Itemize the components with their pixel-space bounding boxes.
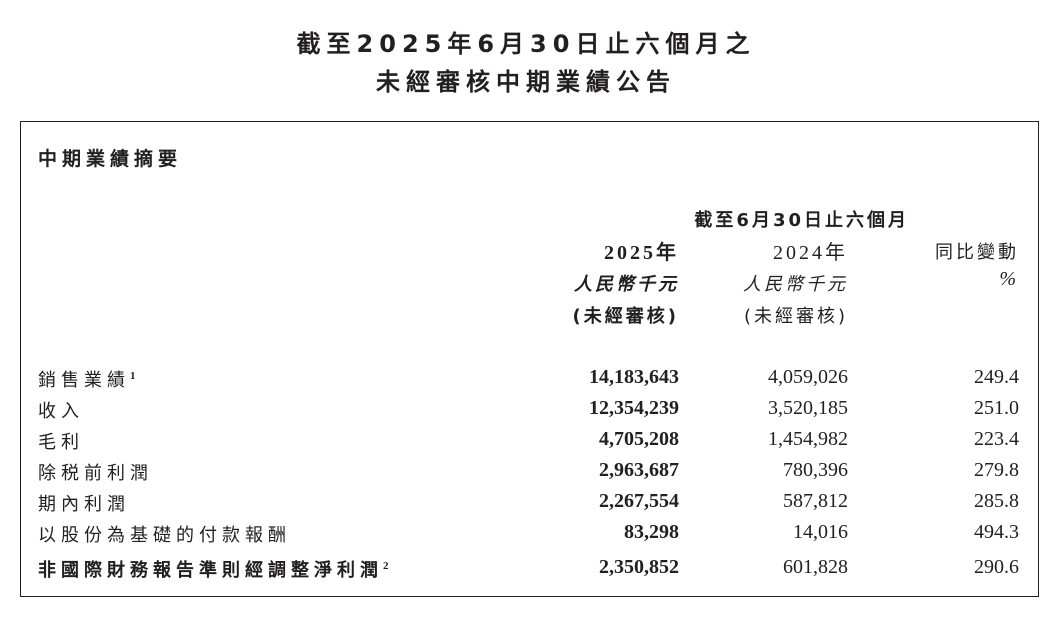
col-2024-currency: 人民幣千元: [743, 274, 848, 295]
value-2024: 601,828: [783, 556, 848, 578]
value-change: 290.6: [974, 556, 1019, 578]
row-label: 除税前利潤: [38, 459, 153, 485]
value-2024: 4,059,026: [768, 366, 848, 388]
value-2025: 83,298: [624, 521, 679, 543]
summary-box: [20, 121, 1039, 597]
row-label-text: 非國際財務報告準則經調整淨利潤: [38, 560, 383, 581]
value-change: 279.8: [974, 459, 1019, 481]
table-row: 非國際財務報告準則經調整淨利潤2 2,350,852 601,828 290.6: [38, 556, 1020, 586]
col-2025-year: 2025年: [604, 242, 679, 264]
value-2024: 3,520,185: [768, 397, 848, 419]
row-label: 非國際財務報告準則經調整淨利潤2: [38, 556, 389, 582]
value-change: 223.4: [974, 428, 1019, 450]
value-2025: 14,183,643: [589, 366, 679, 388]
col-2024-audit: (未經審核): [743, 306, 848, 327]
row-label: 以股份為基礎的付款報酬: [38, 521, 291, 547]
section-title: 中期業績摘要: [38, 148, 183, 170]
table-row: 以股份為基礎的付款報酬 83,298 14,016 494.3: [38, 521, 1020, 551]
table-row: 收入 12,354,239 3,520,185 251.0: [38, 397, 1020, 427]
document-title-line-2: 未經審核中期業績公告: [376, 68, 676, 96]
col-2025-currency: 人民幣千元: [574, 274, 679, 295]
value-change: 251.0: [974, 397, 1019, 419]
col-change-header: 同比變動: [935, 242, 1019, 263]
value-2024: 1,454,982: [768, 428, 848, 450]
value-2025: 2,963,687: [599, 459, 679, 481]
value-change: 285.8: [974, 490, 1019, 512]
table-row: 除税前利潤 2,963,687 780,396 279.8: [38, 459, 1020, 489]
row-label: 收入: [38, 397, 84, 423]
col-2024-year: 2024年: [773, 242, 848, 264]
col-2025-audit: (未經審核): [572, 306, 679, 327]
row-label: 期內利潤: [38, 490, 130, 516]
value-2025: 4,705,208: [599, 428, 679, 450]
table-row: 毛利 4,705,208 1,454,982 223.4: [38, 428, 1020, 458]
value-2024: 587,812: [783, 490, 848, 512]
value-change: 494.3: [974, 521, 1019, 543]
row-label-text: 期內利潤: [38, 494, 130, 515]
table-row: 銷售業績1 14,183,643 4,059,026 249.4: [38, 366, 1020, 396]
col-change-unit: %: [999, 268, 1019, 290]
row-label-text: 毛利: [38, 432, 84, 453]
value-2025: 2,350,852: [599, 556, 679, 578]
row-label: 銷售業績1: [38, 366, 136, 392]
row-label-text: 銷售業績: [38, 370, 130, 391]
table-row: 期內利潤 2,267,554 587,812 285.8: [38, 490, 1020, 520]
footnote-marker: 1: [130, 370, 136, 382]
row-label-text: 以股份為基礎的付款報酬: [38, 525, 291, 546]
row-label-text: 除税前利潤: [38, 463, 153, 484]
value-2025: 12,354,239: [589, 397, 679, 419]
value-2025: 2,267,554: [599, 490, 679, 512]
document-title-line-1: 截至2025年6月30日止六個月之: [296, 30, 756, 58]
row-label-text: 收入: [38, 401, 84, 422]
row-label: 毛利: [38, 428, 84, 454]
period-header: 截至6月30日止六個月: [694, 210, 909, 231]
value-2024: 780,396: [783, 459, 848, 481]
value-2024: 14,016: [793, 521, 848, 543]
footnote-marker: 2: [383, 560, 389, 572]
value-change: 249.4: [974, 366, 1019, 388]
